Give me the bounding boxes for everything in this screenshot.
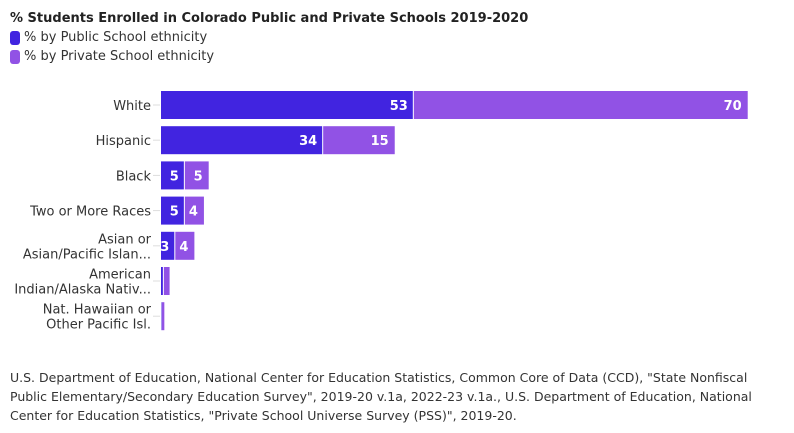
data-label: 53: [390, 99, 408, 114]
bar-private: [163, 267, 170, 295]
bar-private: [323, 126, 395, 155]
data-label: 4: [189, 205, 198, 220]
bar-public: [161, 267, 163, 295]
category-label: Black: [116, 169, 152, 184]
category-label: White: [113, 99, 151, 114]
data-label: 5: [194, 169, 203, 184]
data-label: 5: [170, 169, 179, 184]
category-label: Hispanic: [96, 134, 151, 149]
bar-public: [161, 126, 323, 155]
legend-item-public: % by Public School ethnicity: [10, 30, 207, 45]
data-label: 3: [160, 240, 169, 255]
category-label: Nat. Hawaiian or Other Pacific Isl.: [43, 303, 152, 333]
category-label: Two or More Races: [29, 205, 151, 220]
legend-item-private: % by Private School ethnicity: [10, 49, 214, 64]
bar-public: [161, 161, 184, 190]
legend-label-private: % by Private School ethnicity: [24, 49, 215, 64]
bar-private: [184, 196, 204, 225]
bar-public: [161, 231, 175, 260]
data-label: 70: [724, 99, 742, 114]
legend-label-public: % by Public School ethnicity: [24, 30, 208, 45]
bar-private: [161, 302, 165, 331]
bar-private: [413, 91, 748, 119]
source-note: U.S. Department of Education, National C…: [10, 370, 752, 423]
category-label: American Indian/Alaska Nativ...: [14, 268, 151, 298]
bar-public: [161, 91, 413, 119]
legend-swatch-public: [10, 30, 20, 45]
data-label: 15: [371, 134, 389, 149]
bar-public: [161, 196, 184, 225]
bar-public: [161, 302, 162, 331]
chart-title: % Students Enrolled in Colorado Public a…: [10, 11, 529, 26]
data-label: 5: [170, 205, 179, 220]
legend-swatch-private: [10, 49, 20, 64]
bar-private: [175, 231, 195, 260]
data-label: 4: [179, 240, 188, 255]
data-label: 34: [299, 134, 317, 149]
bar-private: [184, 161, 209, 190]
category-label: Asian or Asian/Pacific Islan...: [23, 232, 152, 262]
